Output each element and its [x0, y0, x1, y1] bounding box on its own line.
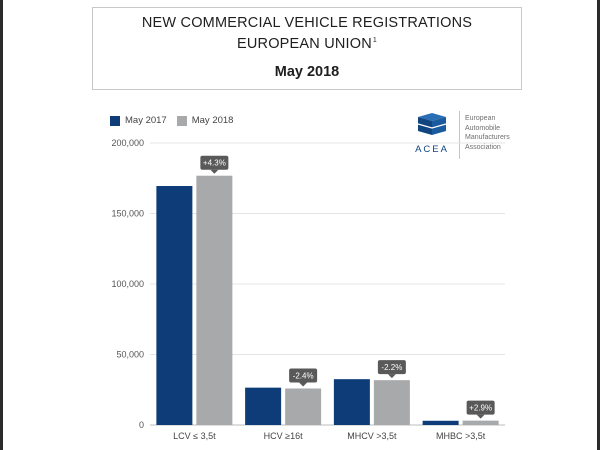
y-tick-label: 0 [139, 420, 144, 430]
legend-swatch-may-2018 [176, 115, 187, 126]
legend-swatch-may-2017 [110, 115, 120, 126]
callout-pointer [210, 169, 219, 174]
chart-subtitle: May 2018 [274, 64, 340, 80]
change-label: +2.9% [469, 404, 492, 413]
callout-pointer [387, 374, 396, 379]
acea-cube-icon [417, 113, 447, 135]
acea-logo: ACEA European Automobile Manufacturers A… [410, 111, 540, 163]
bar-may-2017 [422, 420, 459, 425]
bar-may-2018 [373, 380, 410, 425]
change-label: +4.3% [203, 159, 226, 168]
change-callout [289, 368, 318, 383]
change-callout [466, 400, 495, 415]
bar-may-2018 [462, 420, 499, 425]
bar-may-2018 [285, 388, 322, 425]
bar-may-2017 [245, 387, 282, 425]
acea-organization-name: European Automobile Manufacturers Associ… [465, 114, 510, 152]
change-callout [377, 360, 406, 375]
change-callout [200, 155, 229, 170]
right-edge-bar [597, 0, 600, 450]
left-edge-bar [0, 0, 3, 450]
chart-title-line-2: EUROPEAN UNION1 [93, 32, 521, 53]
category-label: MHBC >3,5t [436, 431, 486, 441]
logo-divider [459, 111, 460, 159]
bar-may-2018 [196, 175, 233, 425]
callout-pointer [476, 414, 485, 419]
legend-label-may-2018: May 2018 [191, 115, 234, 126]
legend-label-may-2017: May 2017 [125, 115, 167, 126]
category-label: LCV ≤ 3,5t [173, 431, 216, 441]
title-box: NEW COMMERCIAL VEHICLE REGISTRATIONS EUR… [92, 7, 522, 90]
change-label: -2.4% [293, 371, 314, 380]
category-label: MHCV >3,5t [347, 431, 397, 441]
footnote-marker: 1 [372, 37, 378, 44]
org-line-2: Automobile [465, 124, 501, 132]
y-tick-label: 150,000 [111, 209, 144, 219]
bar-may-2017 [156, 186, 193, 425]
callout-pointer [299, 382, 308, 387]
chart-title-line-2-text: EUROPEAN UNION [236, 36, 372, 52]
category-label: HCV ≥16t [264, 431, 303, 441]
legend-item-may-2017: May 2017 [110, 115, 167, 126]
bar-may-2017 [333, 379, 370, 425]
org-line-4: Association [465, 143, 501, 151]
y-tick-label: 50,000 [116, 350, 144, 360]
legend: May 2017 May 2018 [110, 115, 243, 126]
legend-item-may-2018: May 2018 [176, 115, 234, 126]
acea-wordmark: ACEA [415, 144, 449, 155]
org-line-3: Manufacturers [465, 134, 510, 141]
chart-title-line-1: NEW COMMERCIAL VEHICLE REGISTRATIONS [141, 15, 473, 31]
y-tick-label: 200,000 [111, 138, 144, 148]
org-line-1: European [465, 115, 496, 122]
y-tick-label: 100,000 [111, 279, 144, 289]
change-label: -2.2% [381, 363, 402, 372]
